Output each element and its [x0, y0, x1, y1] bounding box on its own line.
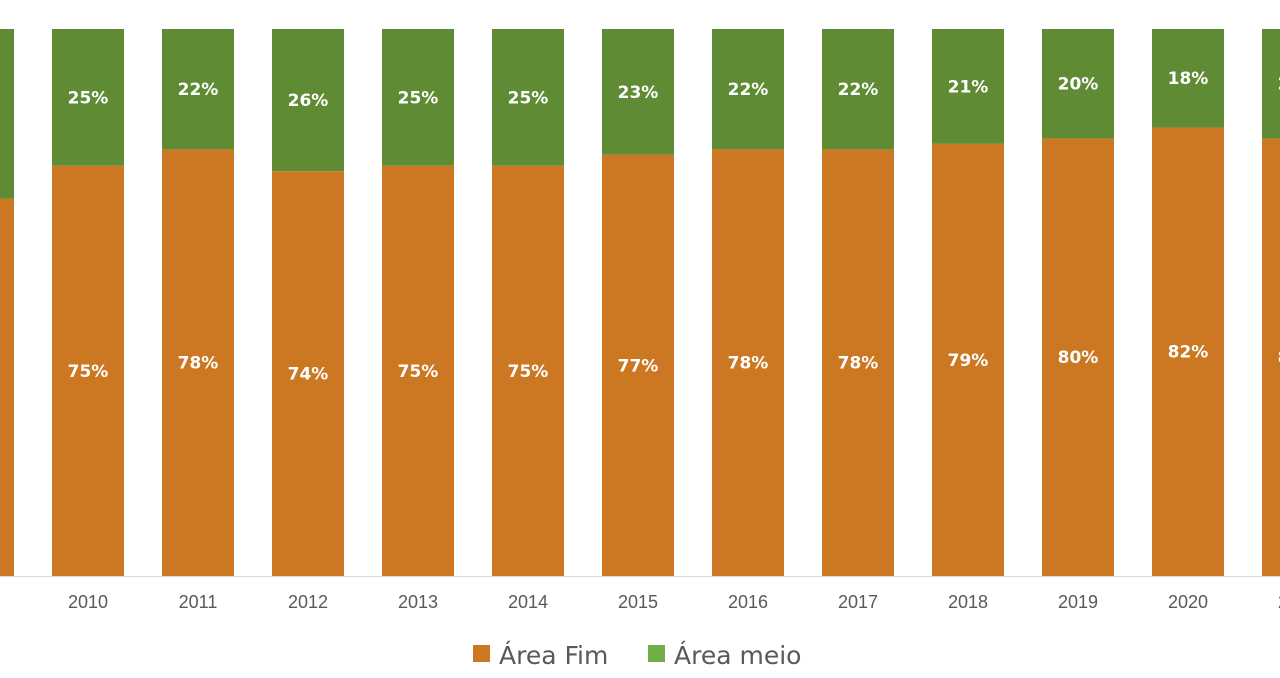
bar-area-fim-2019 — [1042, 138, 1114, 576]
bar-area-fim-2014 — [492, 165, 564, 576]
data-label-area-fim-2014: 75% — [508, 362, 549, 382]
bar-area-fim-2013 — [382, 165, 454, 576]
x-tick-label-2011: 2011 — [179, 592, 218, 612]
data-label-area-fim-2015: 77% — [618, 356, 659, 376]
bar-area-fim-2020 — [1152, 127, 1224, 577]
x-tick-label-2010: 2010 — [68, 592, 108, 612]
bar-area-fim-2011 — [162, 149, 234, 576]
bar-area-meio-2010 — [52, 29, 124, 166]
data-label-area-fim-2011: 78% — [178, 354, 219, 374]
bar-area-meio-2014 — [492, 29, 564, 166]
data-label-area-meio-2012: 26% — [288, 91, 329, 111]
data-label-area-fim-2012: 74% — [288, 365, 329, 385]
x-tick-label-2021: 2021 — [1278, 592, 1280, 612]
data-label-area-fim-2013: 75% — [398, 362, 439, 382]
data-label-area-fim-2020: 82% — [1168, 343, 1209, 363]
bar-area-fim-2012 — [272, 171, 344, 576]
bar-area-meio-2009 — [0, 29, 14, 199]
bar-area-meio-2021 — [1262, 29, 1280, 139]
data-label-area-fim-2021: 80% — [1278, 348, 1280, 368]
data-label-area-meio-2020: 18% — [1168, 69, 1209, 89]
data-label-area-fim-2017: 78% — [838, 354, 879, 374]
bar-area-meio-2020 — [1152, 29, 1224, 128]
data-label-area-fim-2018: 79% — [948, 351, 989, 371]
bar-area-meio-2015 — [602, 29, 674, 155]
data-label-area-fim-2016: 78% — [728, 354, 769, 374]
x-tick-label-2018: 2018 — [948, 592, 988, 612]
bar-area-fim-2017 — [822, 149, 894, 576]
bar-area-fim-2021 — [1262, 138, 1280, 576]
legend-label-area-meio: Área meio — [674, 641, 801, 670]
bar-area-meio-2017 — [822, 29, 894, 150]
data-label-area-meio-2011: 22% — [178, 80, 219, 100]
bar-area-meio-2012 — [272, 29, 344, 172]
data-label-area-meio-2010: 25% — [68, 88, 109, 108]
bar-area-fim-2016 — [712, 149, 784, 576]
x-tick-label-2012: 2012 — [288, 592, 328, 612]
data-label-area-meio-2016: 22% — [728, 80, 769, 100]
data-label-area-fim-2010: 75% — [68, 362, 109, 382]
data-label-area-meio-2018: 21% — [948, 77, 989, 97]
x-tick-label-2016: 2016 — [728, 592, 768, 612]
x-tick-label-2013: 2013 — [398, 592, 438, 612]
data-label-area-fim-2019: 80% — [1058, 348, 1099, 368]
x-tick-label-2019: 2019 — [1058, 592, 1098, 612]
data-label-area-meio-2021: 20% — [1278, 75, 1280, 95]
x-tick-label-2020: 2020 — [1168, 592, 1208, 612]
legend-swatch-area-meio — [648, 645, 665, 662]
bar-area-meio-2013 — [382, 29, 454, 166]
data-label-area-meio-2019: 20% — [1058, 75, 1099, 95]
bar-area-meio-2016 — [712, 29, 784, 150]
bar-area-fim-2010 — [52, 165, 124, 576]
data-label-area-meio-2015: 23% — [618, 83, 659, 103]
data-label-area-meio-2013: 25% — [398, 88, 439, 108]
bar-area-meio-2018 — [932, 29, 1004, 144]
bar-area-fim-2009 — [0, 198, 14, 576]
x-tick-label-2017: 2017 — [838, 592, 878, 612]
x-tick-label-2014: 2014 — [508, 592, 548, 612]
data-label-area-meio-2017: 22% — [838, 80, 879, 100]
bar-area-fim-2015 — [602, 154, 674, 576]
bar-area-fim-2018 — [932, 143, 1004, 576]
legend-label-area-fim: Área Fim — [499, 641, 608, 670]
bar-area-meio-2019 — [1042, 29, 1114, 139]
legend-swatch-area-fim — [473, 645, 490, 662]
x-tick-label-2015: 2015 — [618, 592, 658, 612]
data-label-area-meio-2014: 25% — [508, 88, 549, 108]
bar-area-meio-2011 — [162, 29, 234, 150]
